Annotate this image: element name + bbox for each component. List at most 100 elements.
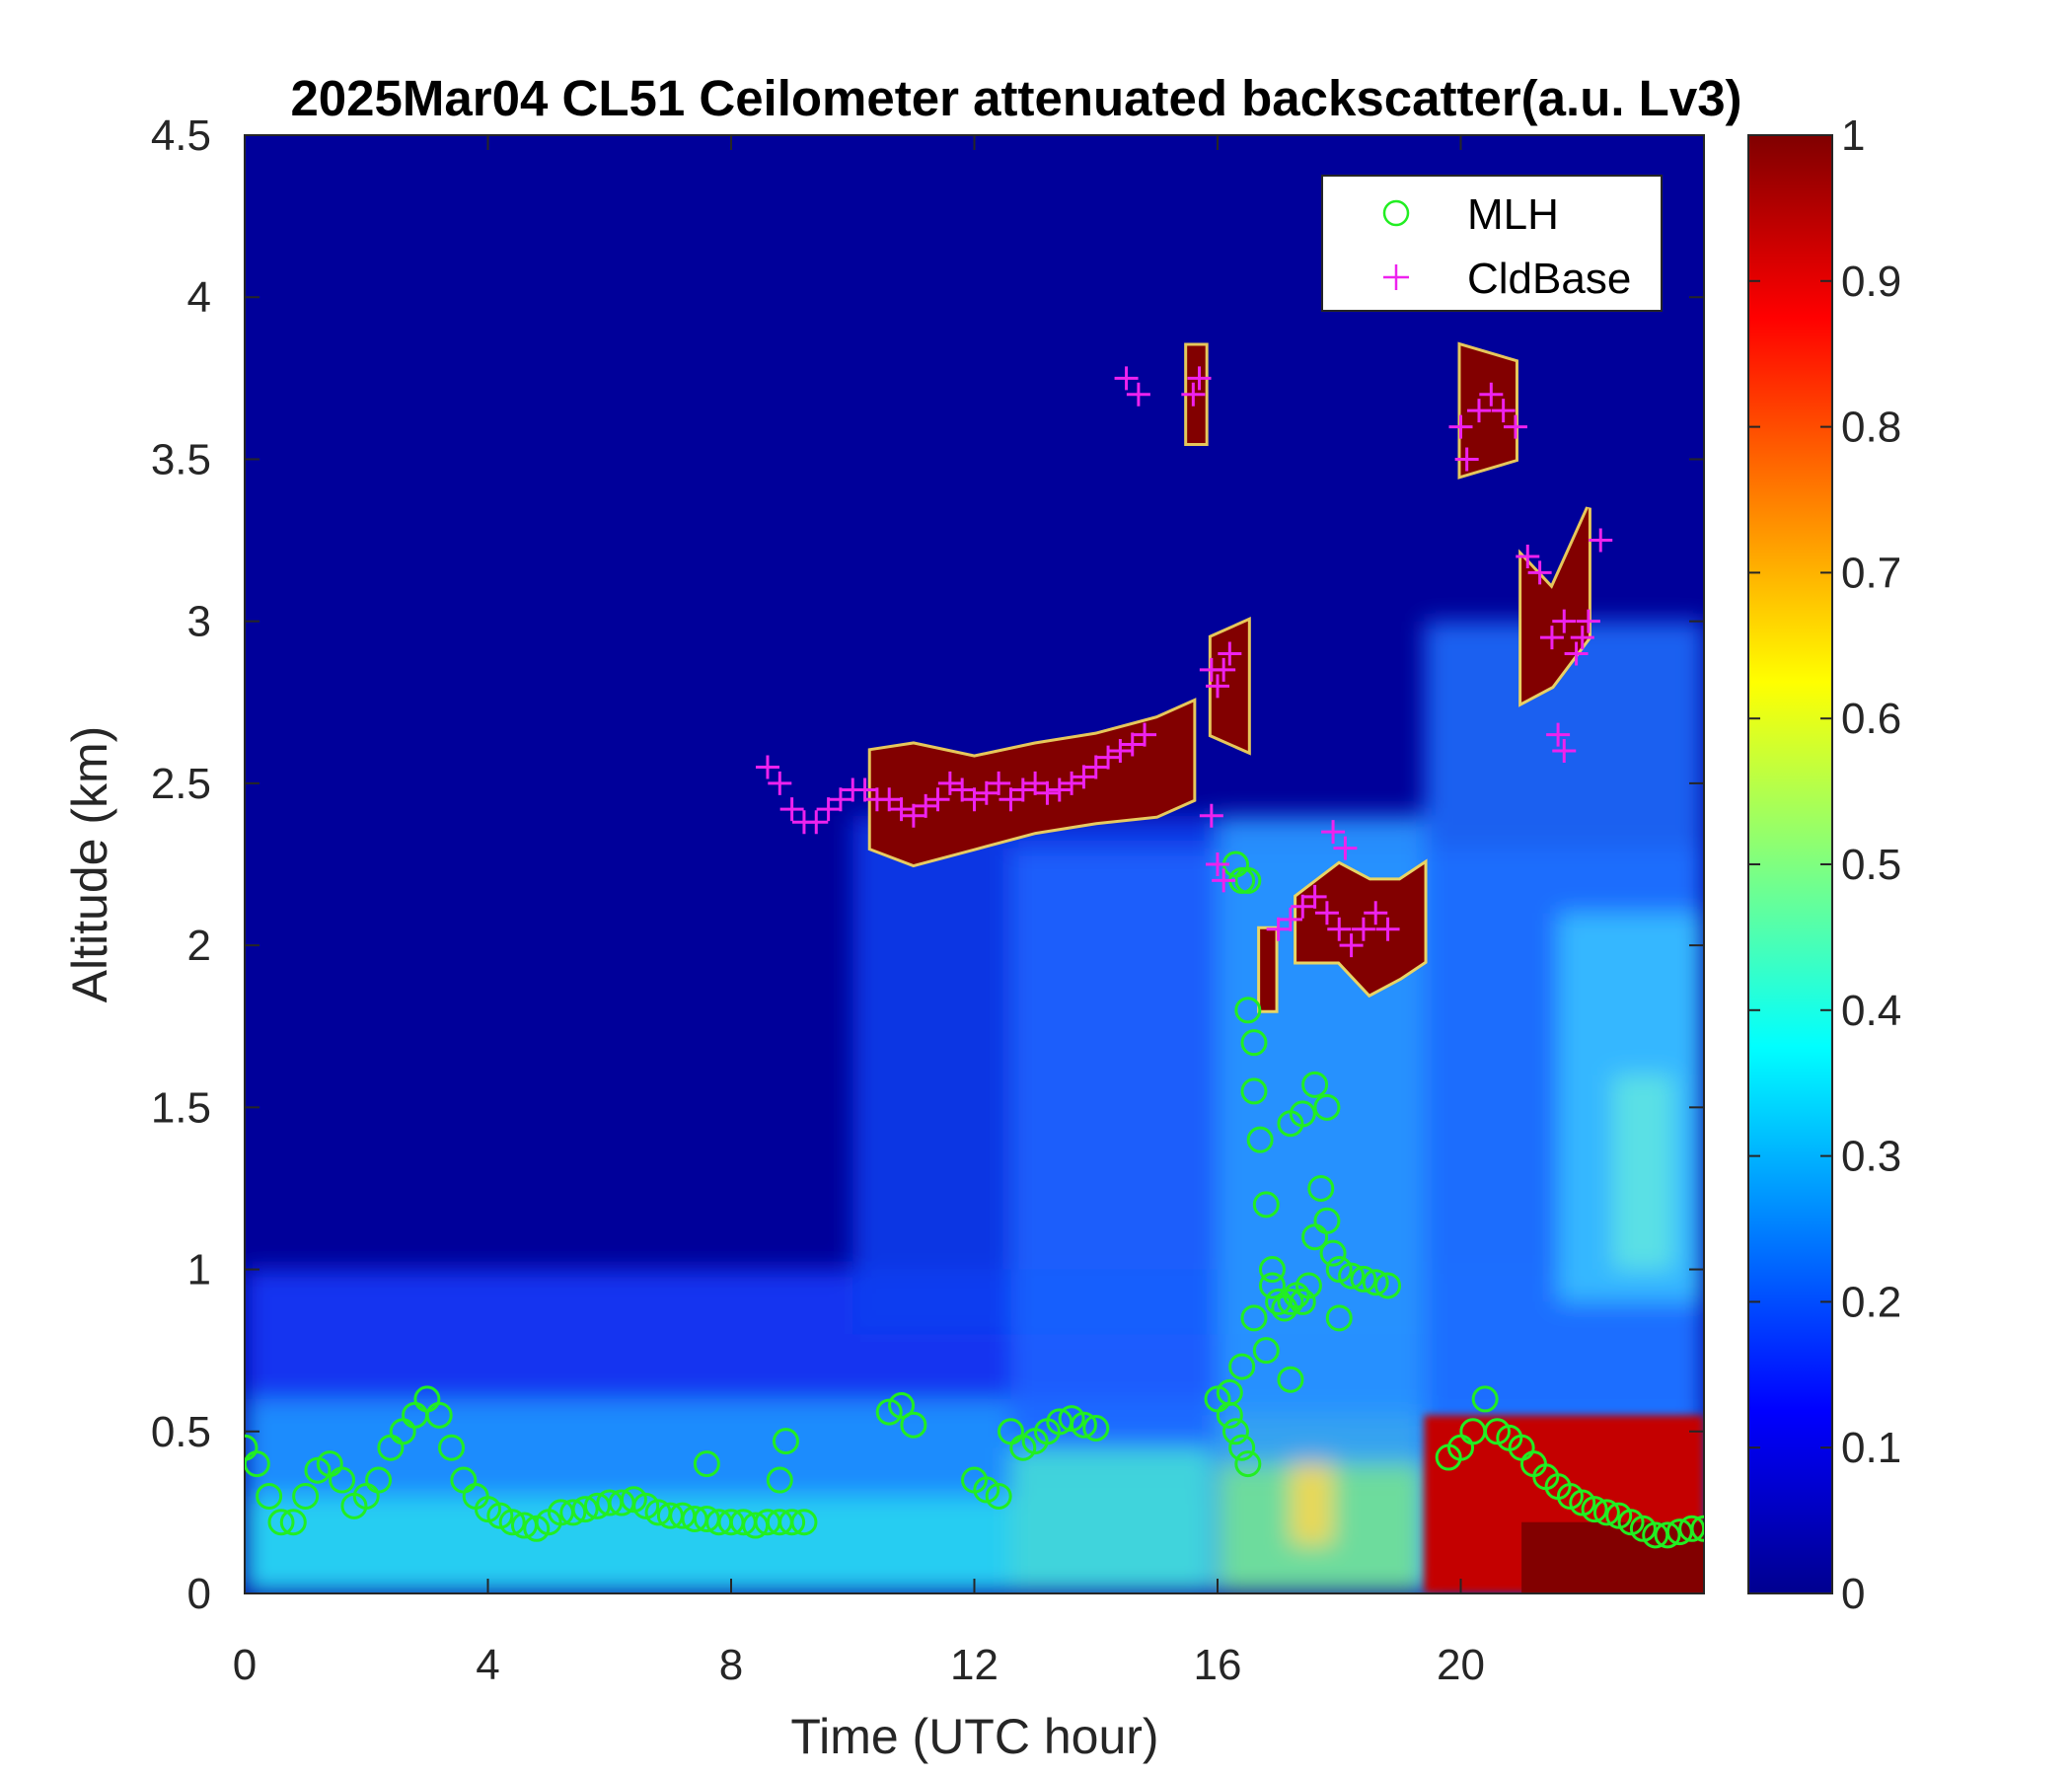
cldbase-point (1187, 366, 1212, 391)
x-tick-label: 16 (1194, 1641, 1242, 1689)
y-tick-label: 0 (187, 1570, 211, 1618)
mlh-point (571, 1496, 599, 1523)
cldbase-point (1266, 917, 1291, 941)
y-axis-ticks: 0 0.5 1 1.5 2 2.5 3 3.5 4 4.5 (151, 111, 1704, 1618)
cldbase-point (1010, 777, 1035, 802)
mlh-point (1234, 997, 1262, 1024)
cldbase-point (1527, 560, 1552, 585)
mlh-point (256, 1482, 283, 1510)
mlh-point (1581, 1496, 1608, 1523)
mlh-point (438, 1434, 466, 1461)
x-tick-label: 12 (950, 1641, 999, 1689)
cldbase-point (1327, 917, 1352, 941)
cldbase-point (1339, 933, 1364, 958)
mlh-point (1654, 1521, 1681, 1549)
colorbar-tick-label: 0.6 (1841, 695, 1901, 743)
chart-title: 2025Mar04 CL51 Ceilometer attenuated bac… (290, 70, 1741, 126)
mlh-point (1228, 1353, 1256, 1380)
cldbase-point (925, 787, 950, 812)
cloud-layer-3 (1260, 928, 1276, 1010)
x-tick-label: 4 (476, 1641, 499, 1689)
mlh-point (1277, 1288, 1304, 1315)
cldbase-point (1321, 820, 1346, 845)
cldbase-point (950, 777, 975, 802)
colorbar-ticks: 0 0.1 0.2 0.3 0.4 0.5 0.6 0.7 0.8 0.9 1 (1748, 111, 1901, 1618)
y-tick-label: 1.5 (151, 1083, 211, 1132)
mlh-point (1252, 1337, 1280, 1365)
cldbase-point (1351, 917, 1375, 941)
y-tick-label: 3 (187, 598, 211, 646)
cldbase-point (1126, 382, 1150, 407)
y-tick-label: 0.5 (151, 1408, 211, 1456)
mlh-point (292, 1482, 320, 1510)
mlh-point (766, 1466, 793, 1494)
x-tick-label: 0 (233, 1641, 257, 1689)
surface-aerosol-core (1521, 1521, 1704, 1593)
mlh-point (693, 1450, 720, 1478)
mlh-point (1313, 1093, 1341, 1121)
cldbase-point (1302, 884, 1327, 909)
cldbase-point (1552, 609, 1577, 633)
mlh-point (790, 1509, 818, 1536)
mlh-point (1592, 1499, 1620, 1526)
mlh-point (498, 1509, 526, 1536)
cldbase-point (1479, 382, 1504, 407)
heatmap-field-11 (1612, 1074, 1674, 1270)
cldbase-point (1083, 755, 1108, 779)
y-tick-label: 4 (187, 273, 211, 322)
mlh-point (329, 1466, 356, 1494)
mlh-point (1258, 1272, 1286, 1299)
mlh-point (245, 1434, 259, 1461)
heatmap-field-5 (1010, 1447, 1212, 1593)
cldbase-point (1096, 745, 1121, 770)
mlh-point (1252, 1191, 1280, 1219)
cldbase-point (1503, 414, 1527, 439)
mlh-point (1678, 1515, 1704, 1542)
cldbase-point (804, 810, 829, 835)
y-tick-label: 4.5 (151, 111, 211, 160)
cldbase-point (828, 787, 852, 812)
cldbase-point (1314, 901, 1339, 925)
cldbase-point (1491, 399, 1516, 423)
x-axis-label: Time (UTC hour) (790, 1709, 1158, 1764)
colorbar-bar (1747, 134, 1833, 1594)
colorbar: 0 0.1 0.2 0.3 0.4 0.5 0.6 0.7 0.8 0.9 1 (1747, 111, 1901, 1618)
cldbase-point (768, 771, 792, 795)
mlh-point (1313, 1207, 1341, 1234)
cldbase-point (1333, 836, 1358, 860)
x-tick-label: 20 (1437, 1641, 1485, 1689)
cldbase-point (1375, 917, 1400, 941)
mlh-point (1221, 1418, 1249, 1445)
mlh-point (1301, 1071, 1329, 1098)
mlh-point (1240, 1304, 1268, 1332)
cldbase-point (1552, 739, 1577, 764)
mlh-point (985, 1482, 1012, 1510)
cldbase-point (987, 771, 1011, 795)
mlh-point (1374, 1272, 1402, 1299)
cldbase-point (1589, 528, 1613, 553)
mlh-point (1082, 1414, 1110, 1442)
cldbase-point (852, 777, 877, 802)
mlh-point (1690, 1515, 1704, 1542)
x-tick-label: 8 (719, 1641, 743, 1689)
cldbase-point (1546, 722, 1571, 747)
mlh-point (1289, 1288, 1316, 1315)
legend-cldbase-label: CldBase (1467, 255, 1631, 303)
mlh-point (1240, 1029, 1268, 1057)
cldbase-point (1181, 382, 1206, 407)
cldbase-point (962, 787, 987, 812)
cldbase-point (1576, 609, 1600, 633)
mlh-point (1295, 1272, 1322, 1299)
cldbase-point (1212, 868, 1236, 893)
cldbase-point (816, 797, 841, 822)
colorbar-tick-label: 1 (1841, 111, 1865, 160)
y-tick-label: 1 (187, 1246, 211, 1295)
mlh-point (267, 1509, 295, 1536)
cldbase-point (877, 787, 902, 812)
mlh-point (1070, 1411, 1097, 1439)
mlh-point (1240, 1077, 1268, 1105)
legend-box (1321, 175, 1663, 312)
legend-cldbase-marker (1383, 264, 1409, 290)
colorbar-tick-label: 0.8 (1841, 404, 1901, 452)
